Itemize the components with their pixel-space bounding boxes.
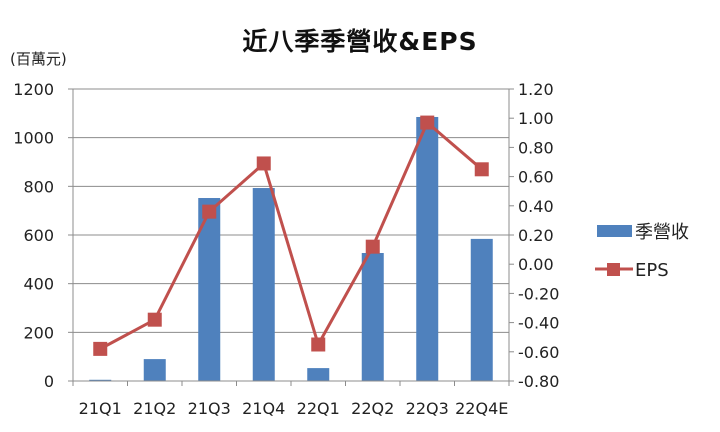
x-axis-tick-label: 22Q2	[351, 399, 394, 418]
right-axis-tick-label: 0.80	[518, 138, 554, 157]
legend-label-eps: EPS	[635, 260, 669, 281]
left-axis-unit-label: (百萬元)	[10, 50, 67, 68]
right-axis-tick-label: 0.60	[518, 168, 554, 187]
eps-marker	[93, 341, 108, 356]
eps-line	[93, 115, 489, 356]
x-axis-tick-label: 22Q4E	[455, 399, 508, 418]
revenue-bar	[252, 188, 275, 381]
revenue-bars	[89, 116, 493, 381]
eps-marker	[256, 156, 271, 171]
eps-marker	[311, 337, 326, 352]
right-axis-tick-label: -0.80	[518, 372, 559, 391]
eps-marker	[365, 239, 380, 254]
revenue-bar	[89, 379, 112, 381]
eps-marker	[420, 115, 435, 130]
right-axis-tick-label: 0.00	[518, 255, 554, 274]
revenue-bar	[143, 359, 166, 381]
eps-marker	[202, 204, 217, 219]
eps-polyline	[99, 120, 483, 351]
left-axis-tick-label: 1200	[13, 80, 54, 99]
legend-label-revenue: 季營收	[635, 222, 689, 243]
x-axis-tick-label: 21Q4	[242, 399, 285, 418]
left-axis-tick-label: 600	[23, 226, 54, 245]
right-axis-tick-label: -0.20	[518, 284, 559, 303]
right-axis-tick-label: 0.40	[518, 197, 554, 216]
left-axis-tick-label: 800	[23, 177, 54, 196]
gridlines	[73, 88, 509, 333]
right-axis-tick-label: 1.20	[518, 80, 554, 99]
right-axis-tick-label: 1.00	[518, 109, 554, 128]
eps-marker	[474, 162, 489, 177]
x-axis-tick-label: 21Q3	[188, 399, 231, 418]
x-axis-tick-label: 22Q3	[406, 399, 449, 418]
revenue-bar	[416, 116, 439, 381]
revenue-bar	[470, 238, 493, 381]
eps-marker	[147, 312, 162, 327]
left-axis-tick-label: 200	[23, 323, 54, 342]
right-axis-tick-label: -0.40	[518, 314, 559, 333]
legend-swatch-revenue	[597, 225, 632, 237]
revenue-bar	[307, 368, 330, 381]
chart-title: 近八季季營收&EPS	[242, 27, 478, 56]
x-axis-tick-label: 21Q1	[79, 399, 122, 418]
tick-labels: 0 200 400 600 800 1000 1200 -0.80 -0.60 -0.40 -0.2…	[13, 80, 559, 418]
x-axis-tick-label: 21Q2	[133, 399, 176, 418]
revenue-bar	[198, 198, 221, 381]
right-axis-tick-label: -0.60	[518, 343, 559, 362]
axes	[68, 88, 514, 386]
left-axis-tick-label: 0	[44, 372, 54, 391]
revenue-bar	[361, 253, 384, 381]
left-axis-tick-label: 400	[23, 275, 54, 294]
left-axis-tick-label: 1000	[13, 129, 54, 148]
x-axis-tick-label: 22Q1	[297, 399, 340, 418]
legend-marker-eps	[607, 263, 620, 276]
legend: 季營收 EPS	[595, 222, 689, 281]
right-axis-tick-label: 0.20	[518, 226, 554, 245]
